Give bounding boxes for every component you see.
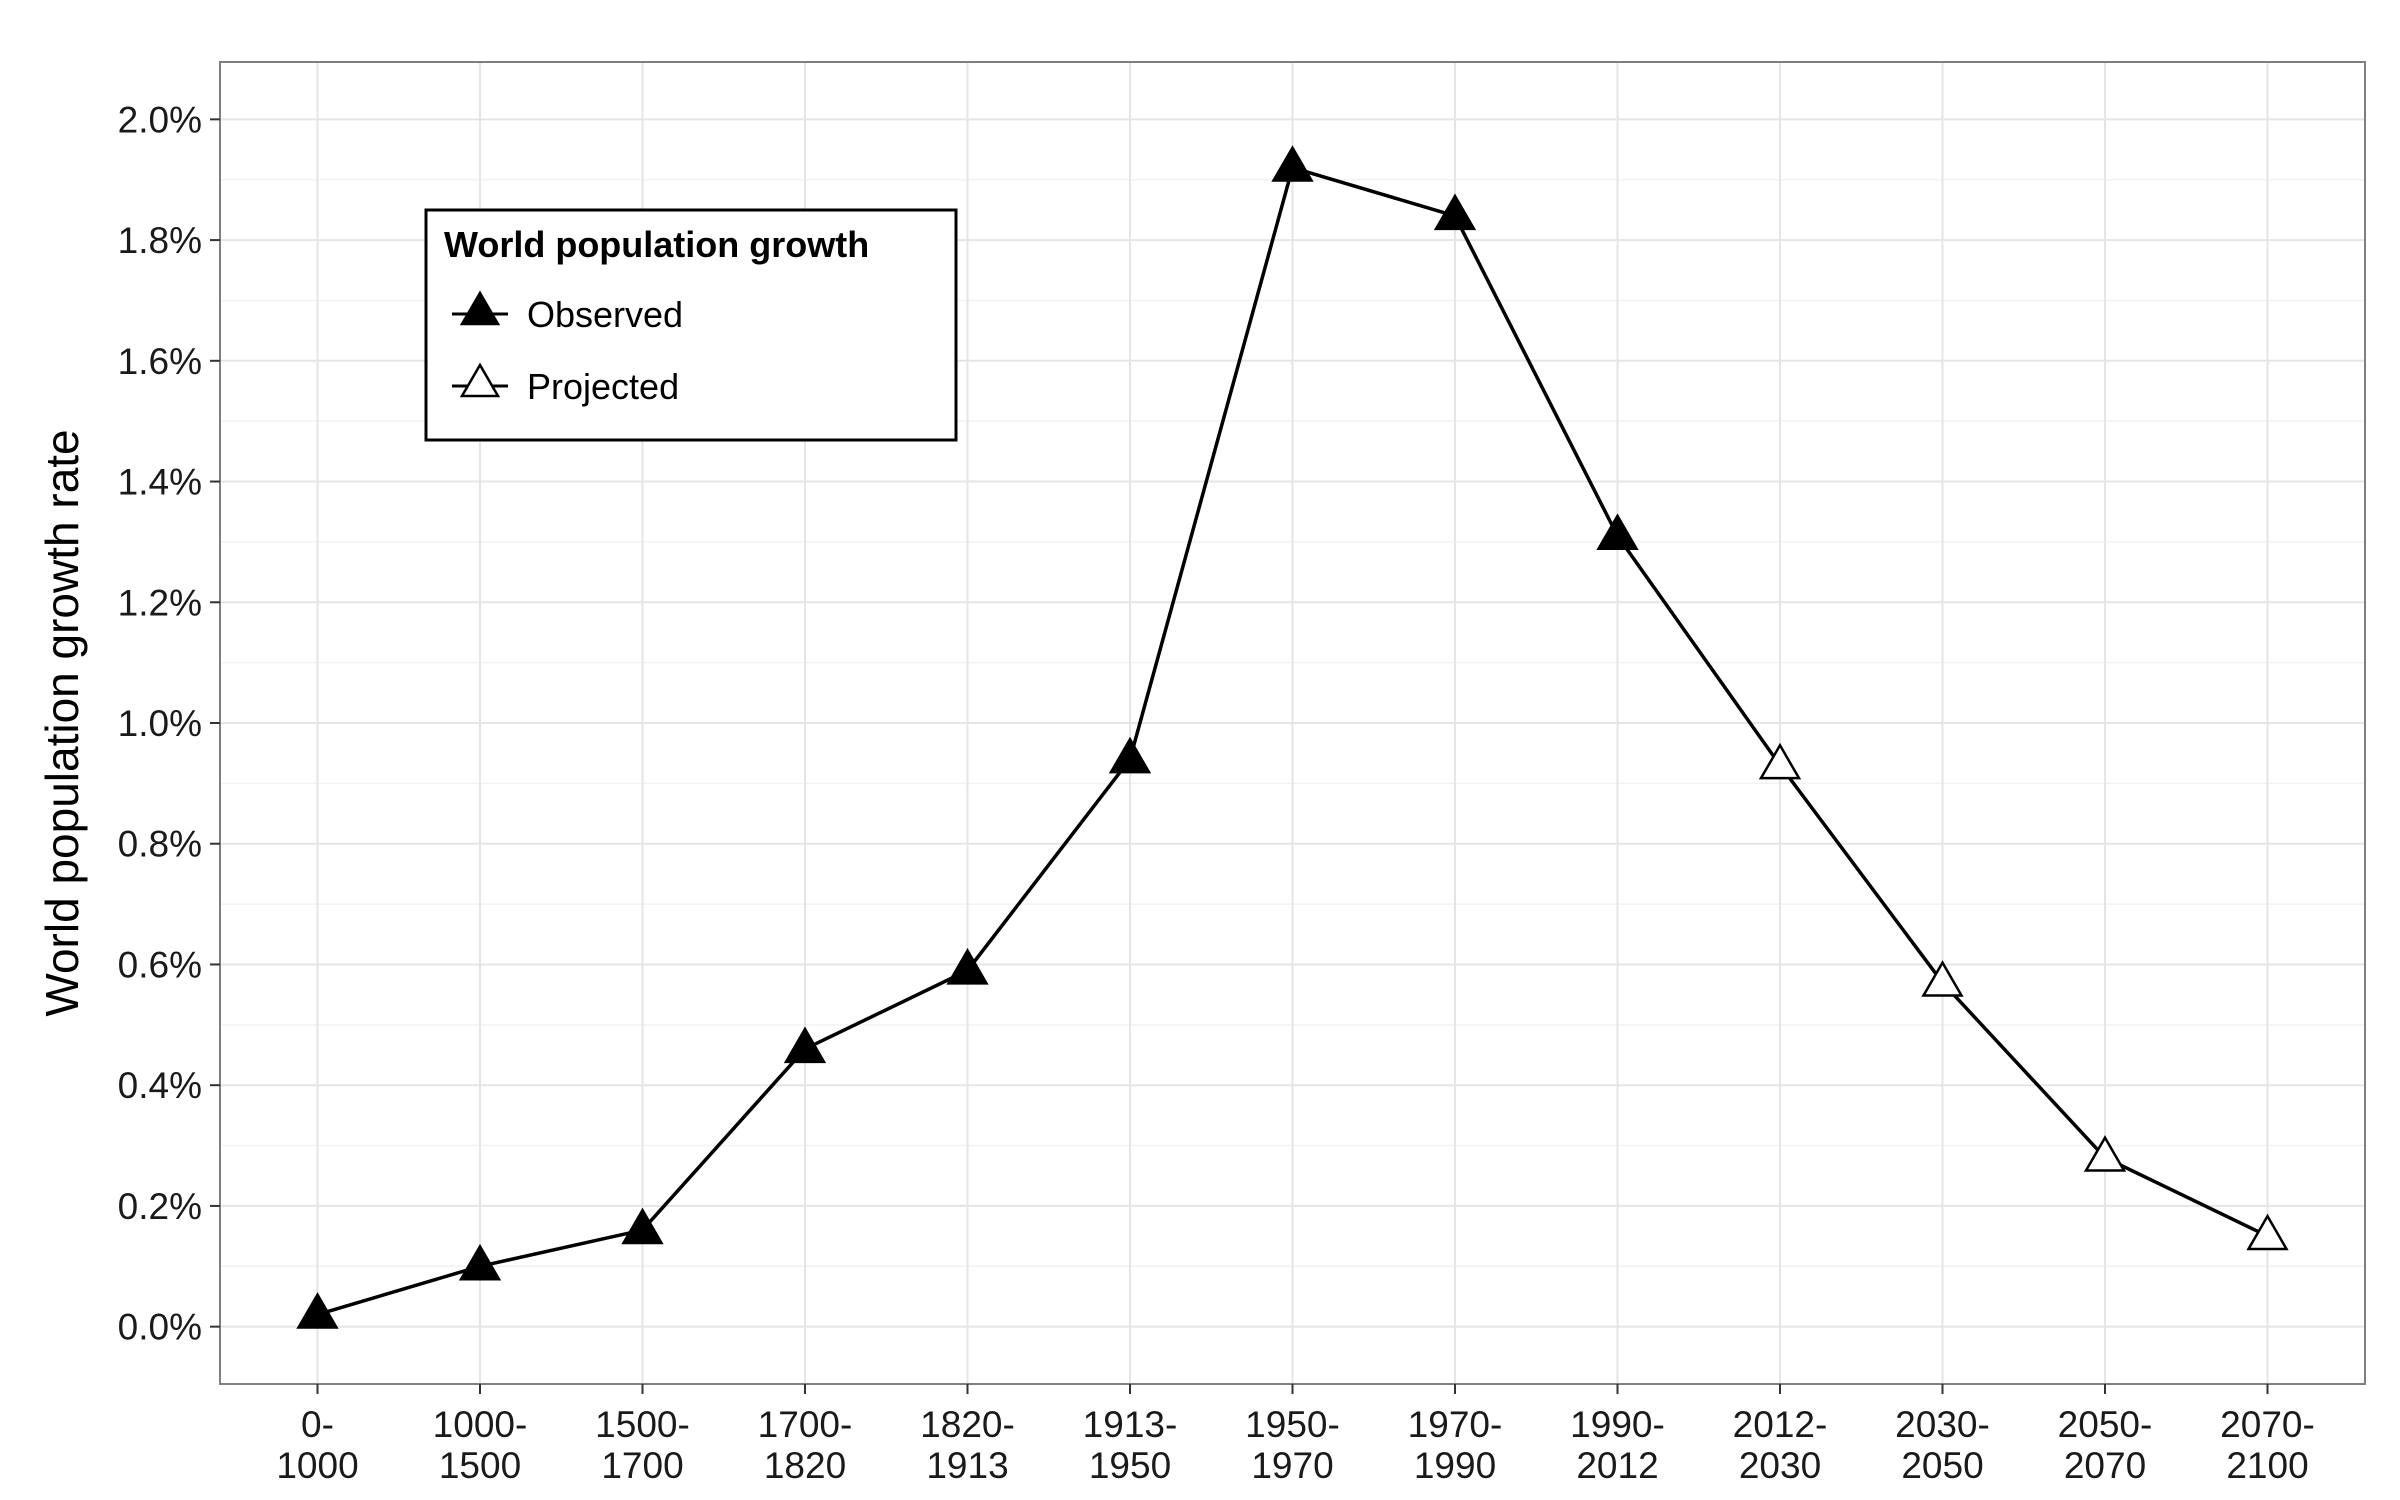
y-tick-label: 1.2% [118, 582, 202, 623]
x-tick-label: 1500-1700 [595, 1404, 690, 1486]
y-tick-label: 0.8% [118, 824, 202, 865]
observed-point [296, 1292, 339, 1329]
legend: World population growth Observed Project… [424, 208, 958, 442]
x-tick-label: 1913-1950 [1083, 1404, 1178, 1486]
x-tick-label: 2030-2050 [1895, 1404, 1990, 1486]
observed-point [621, 1207, 664, 1245]
x-tick-label: 1700-1820 [758, 1404, 853, 1486]
series-observed-projected [296, 145, 2289, 1329]
observed-point [1433, 193, 1477, 231]
x-tick-label: 1990-2012 [1570, 1404, 1665, 1486]
legend-projected-marker [459, 362, 501, 398]
observed-point [1271, 145, 1314, 182]
x-tick-label: 1000-1500 [433, 1404, 528, 1486]
observed-point [1108, 736, 1152, 774]
observed-point [458, 1243, 502, 1281]
projected-point [1921, 960, 1964, 997]
projected-point [2083, 1135, 2127, 1172]
x-tick-label: 1950-1970 [1245, 1404, 1340, 1486]
legend-title: World population growth [444, 224, 869, 265]
y-tick-label: 1.4% [118, 462, 202, 503]
x-tick-label: 2070-2100 [2220, 1404, 2315, 1486]
y-axis-title: World population growth rate [36, 429, 88, 1016]
legend-projected-label: Projected [527, 366, 679, 407]
legend-box [424, 208, 958, 442]
projected-point [1758, 742, 1802, 780]
y-tick-label: 1.6% [118, 341, 202, 382]
y-axis: 0.0% 0.2% 0.4% 0.6% 0.8% 1.0% 1.2% 1.4% 1.6% 1.8%… [118, 99, 220, 1348]
projected-point [2246, 1213, 2289, 1251]
x-tick-label: 2012-2030 [1733, 1404, 1828, 1486]
x-tick-label: 1820-1913 [920, 1404, 1015, 1486]
x-axis: 0-1000 1000-1500 1500-1700 1700-1820 1820-19… [276, 1384, 2315, 1486]
observed-point [946, 948, 989, 985]
y-tick-label: 0.4% [118, 1065, 202, 1106]
observed-point [1596, 513, 1639, 551]
y-tick-label: 1.0% [118, 703, 202, 744]
x-tick-label: 0-1000 [276, 1404, 358, 1486]
x-tick-label: 1970-1990 [1408, 1404, 1503, 1486]
x-tick-label: 2050-2070 [2058, 1404, 2153, 1486]
y-tick-label: 0.6% [118, 944, 202, 985]
legend-observed-marker [459, 290, 501, 326]
y-tick-label: 1.8% [118, 220, 202, 261]
legend-observed-label: Observed [527, 294, 683, 335]
y-tick-label: 0.2% [118, 1186, 202, 1227]
observed-point [783, 1026, 827, 1064]
y-tick-label: 2.0% [118, 99, 202, 140]
y-tick-label: 0.0% [118, 1307, 202, 1348]
